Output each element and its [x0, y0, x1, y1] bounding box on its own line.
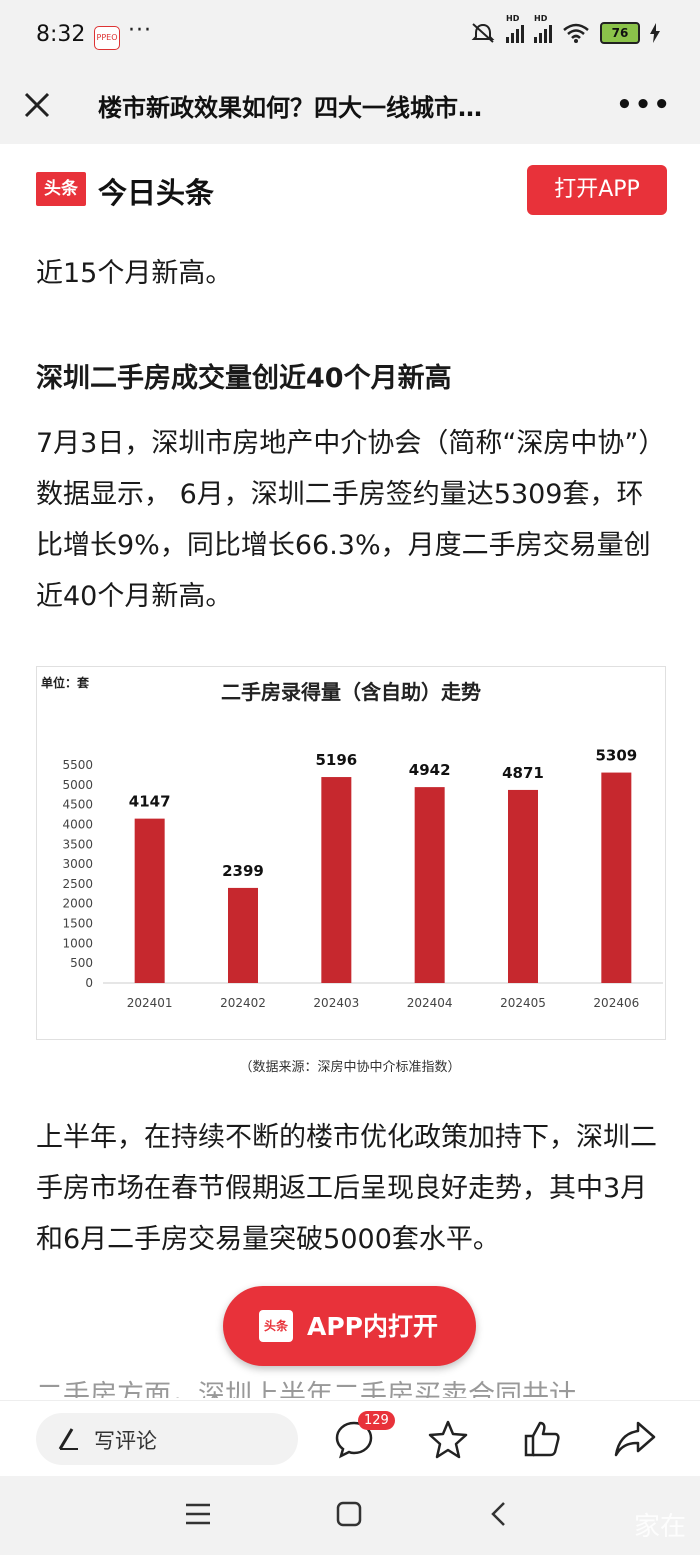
share-icon[interactable]: [614, 1419, 656, 1459]
back-icon[interactable]: [486, 1500, 514, 1528]
brand-name: 今日头条: [98, 176, 215, 210]
y-tick-label: 4500: [62, 798, 93, 812]
open-app-button[interactable]: 打开APP: [527, 165, 667, 215]
y-tick-label: 3500: [62, 837, 93, 851]
bar-value-label: 5196: [315, 751, 357, 769]
open-in-app-floating-button[interactable]: 头条 APP内打开: [223, 1286, 476, 1366]
write-comment-input[interactable]: 写评论: [36, 1413, 298, 1465]
app-notification-icon: PPEO: [94, 26, 120, 50]
comment-icon[interactable]: [334, 1419, 374, 1459]
status-time: 8:32: [36, 22, 86, 47]
status-icons: HD HD 76: [470, 14, 660, 44]
toutiao-logo-small: 头条: [259, 1310, 293, 1342]
app-header: 头条 今日头条 打开APP: [0, 144, 700, 232]
y-tick-label: 5000: [62, 778, 93, 792]
bar-202402: [228, 887, 258, 983]
battery-icon: 76: [600, 22, 640, 44]
y-tick-label: 1000: [62, 936, 93, 950]
bar-202406: [601, 772, 632, 983]
article-paragraph: 上半年，在持续不断的楼市优化政策加持下，深圳二手房市场在春节假期返工后呈现良好走…: [36, 1122, 657, 1255]
charging-icon: [650, 23, 660, 43]
write-comment-label: 写评论: [94, 1429, 157, 1453]
x-tick-label: 202401: [127, 996, 173, 1010]
chart-unit-label: 单位：套: [41, 675, 90, 690]
pen-icon: [58, 1428, 78, 1450]
signal-icon-1: HD: [506, 14, 524, 43]
y-tick-label: 1500: [62, 917, 93, 931]
x-tick-label: 202403: [313, 996, 359, 1010]
thumbs-up-icon[interactable]: [522, 1419, 562, 1459]
status-bar: 8:32 PPEO ··· HD HD 76: [0, 0, 700, 72]
y-tick-label: 500: [70, 956, 93, 970]
signal-icon-2: HD: [534, 14, 552, 43]
chart-source: （数据来源：深房中协中介标准指数）: [239, 1060, 461, 1075]
bar-value-label: 4871: [502, 764, 544, 782]
bottom-action-bar: 写评论 129: [0, 1400, 700, 1477]
page-title: 楼市新政效果如何？四大一线城市…: [98, 94, 482, 122]
y-tick-label: 2500: [62, 877, 93, 891]
mute-icon: [471, 23, 495, 43]
bar-202404: [414, 787, 445, 983]
toutiao-logo: 头条: [36, 172, 86, 206]
menu-icon[interactable]: [184, 1500, 212, 1528]
bar-202405: [508, 789, 538, 983]
home-icon[interactable]: [335, 1500, 363, 1528]
bar-value-label: 5309: [595, 747, 637, 765]
bar-202403: [321, 777, 352, 983]
chart-title: 二手房录得量（含自助）走势: [221, 680, 481, 704]
chart-image: 单位：套 二手房录得量（含自助）走势 0 500 1000 1500 2000 2500 3…: [36, 666, 666, 1040]
bar-202401: [134, 818, 165, 983]
x-tick-label: 202405: [500, 996, 546, 1010]
y-tick-label: 4000: [62, 817, 93, 831]
star-icon[interactable]: [428, 1419, 468, 1459]
bar-value-label: 4147: [129, 793, 171, 811]
more-notifications-icon: ···: [128, 18, 152, 43]
watermark: 家在: [633, 1512, 686, 1542]
x-tick-label: 202406: [593, 996, 639, 1010]
x-tick-label: 202402: [220, 996, 266, 1010]
y-tick-label: 3000: [62, 857, 93, 871]
bar-value-label: 4942: [409, 761, 451, 779]
y-tick-label: 0: [85, 976, 93, 990]
browser-title-bar: 楼市新政效果如何？四大一线城市… •••: [0, 72, 700, 144]
system-nav-bar: 家在: [0, 1476, 700, 1555]
article-paragraph: 近15个月新高。: [36, 258, 233, 289]
close-icon[interactable]: [18, 86, 58, 126]
x-tick-label: 202404: [407, 996, 453, 1010]
bar-chart: 单位：套 二手房录得量（含自助）走势 0 500 1000 1500 2000 2500 3…: [41, 675, 663, 1010]
article-paragraph-partial: 二手房方面，深圳上半年二手房买卖合同共计: [36, 1380, 576, 1398]
article-subheading: 深圳二手房成交量创近40个月新高: [36, 363, 452, 394]
y-tick-label: 5500: [62, 758, 93, 772]
article-paragraph: 7月3日，深圳市房地产中介协会（简称“深房中协”）数据显示， 6月，深圳二手房签…: [36, 428, 666, 612]
open-in-app-label: APP内打开: [307, 1312, 438, 1341]
wifi-icon: [563, 23, 589, 43]
more-options-button[interactable]: •••: [616, 90, 672, 120]
y-tick-label: 2000: [62, 897, 93, 911]
comment-count-badge: 129: [358, 1411, 395, 1430]
bar-value-label: 2399: [222, 862, 264, 880]
